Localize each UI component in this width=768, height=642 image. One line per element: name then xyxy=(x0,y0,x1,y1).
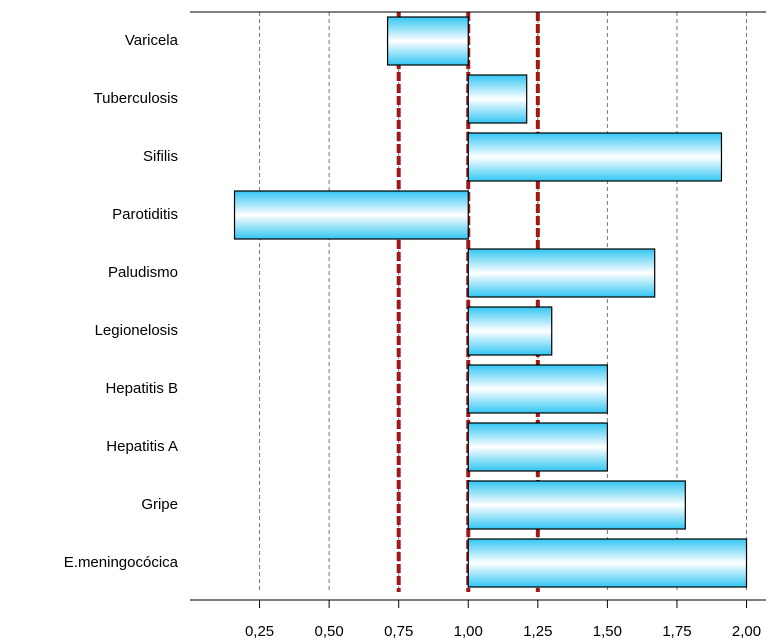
bar xyxy=(467,538,748,588)
x-tick-label: 1,75 xyxy=(662,623,691,640)
x-tick-label: 1,25 xyxy=(523,623,552,640)
bar xyxy=(233,190,469,240)
x-tick-label: 1,50 xyxy=(593,623,622,640)
y-tick-label: E.meningocócica xyxy=(64,554,179,571)
y-tick-label: Legionelosis xyxy=(95,322,178,339)
bar xyxy=(467,248,656,298)
y-tick-label: Sifilis xyxy=(143,148,178,165)
x-tick-label: 0,25 xyxy=(245,623,274,640)
x-tick-label: 0,75 xyxy=(384,623,413,640)
x-tick-label: 0,50 xyxy=(315,623,344,640)
y-tick-label: Paludismo xyxy=(108,264,178,281)
y-tick-label: Hepatitis B xyxy=(105,380,178,397)
bar xyxy=(467,74,528,124)
y-tick-label: Hepatitis A xyxy=(106,438,178,455)
x-tick-label: 2,00 xyxy=(732,623,761,640)
y-tick-label: Gripe xyxy=(141,496,178,513)
bar xyxy=(467,306,553,356)
y-tick-label: Tuberculosis xyxy=(94,90,178,107)
bar xyxy=(467,422,608,472)
y-tick-label: Varicela xyxy=(125,32,179,49)
bar xyxy=(467,364,608,414)
x-tick-label: 1,00 xyxy=(454,623,483,640)
bar xyxy=(467,132,723,182)
bar xyxy=(386,16,469,66)
y-tick-label: Parotiditis xyxy=(112,206,178,223)
bar xyxy=(467,480,686,530)
